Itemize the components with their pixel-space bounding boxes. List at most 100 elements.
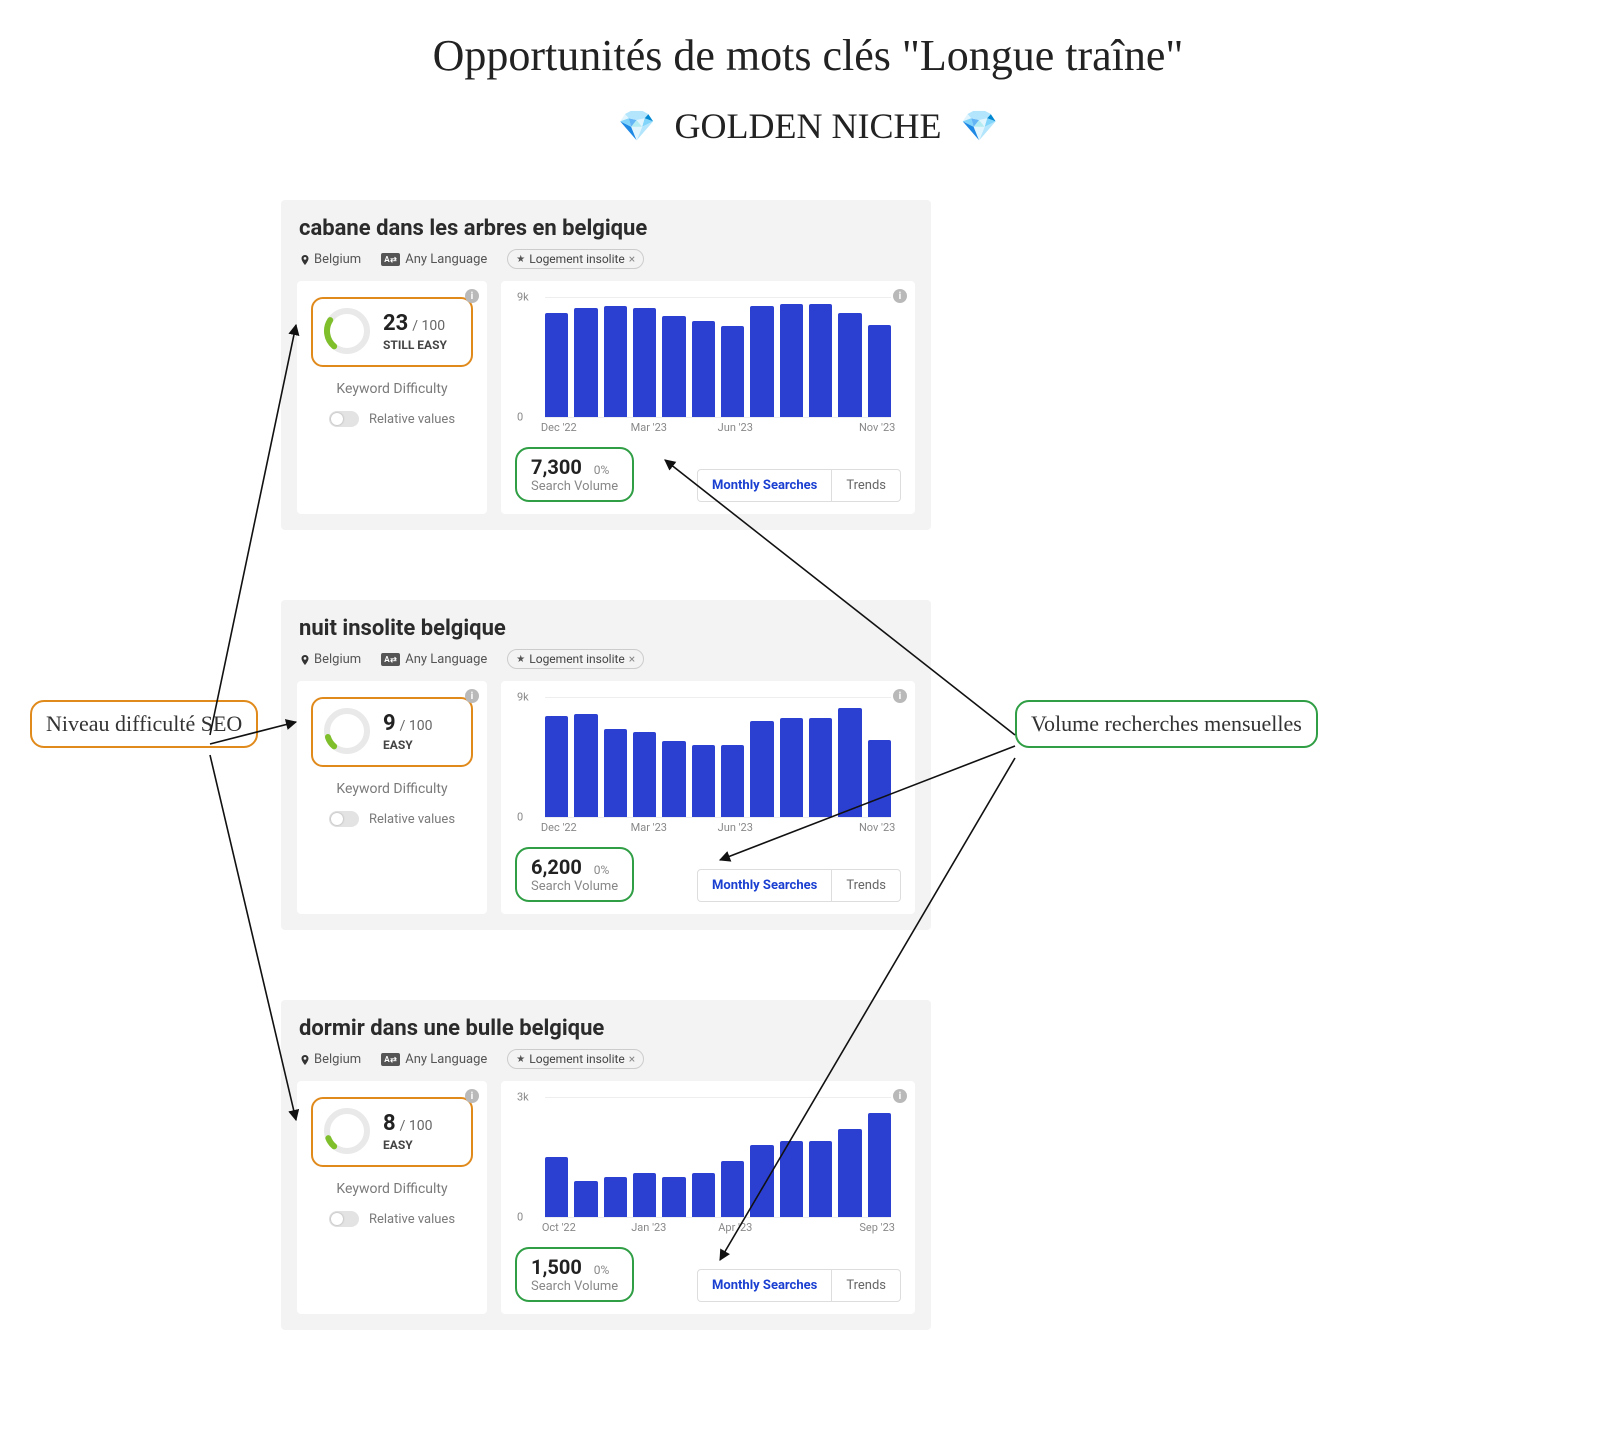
search-volume-change: 0% <box>594 863 610 877</box>
relative-values-label: Relative values <box>369 1212 455 1227</box>
volume-chart: 9k0 <box>545 697 891 817</box>
x-tick: Mar '23 <box>631 821 667 834</box>
chart-bar <box>574 308 597 417</box>
info-icon[interactable]: i <box>465 289 479 303</box>
meta-tag[interactable]: ★ Logement insolite × <box>507 249 644 269</box>
chart-bar <box>633 732 656 817</box>
chart-bar <box>692 1173 715 1217</box>
star-icon: ★ <box>516 654 525 665</box>
difficulty-score: 23 <box>383 311 408 336</box>
chart-bar <box>809 304 832 417</box>
chart-bar <box>662 1177 685 1217</box>
info-icon[interactable]: i <box>893 1089 907 1103</box>
relative-values-toggle[interactable] <box>329 811 359 827</box>
tab-trends[interactable]: Trends <box>831 870 900 901</box>
x-tick: Apr '23 <box>718 1221 752 1234</box>
search-volume-highlight: 1,500 0% Search Volume <box>515 1247 634 1302</box>
x-tick: Oct '22 <box>542 1221 576 1234</box>
chart-bar <box>750 1145 773 1217</box>
pin-icon <box>299 254 309 264</box>
search-volume-change: 0% <box>594 463 610 477</box>
chart-bar <box>633 1173 656 1217</box>
keyword-title: cabane dans les arbres en belgique <box>299 216 915 241</box>
chart-bar <box>574 714 597 817</box>
search-volume-change: 0% <box>594 1263 610 1277</box>
difficulty-denom: / 100 <box>400 718 433 734</box>
relative-values-toggle[interactable] <box>329 1211 359 1227</box>
difficulty-donut-icon <box>323 307 371 355</box>
meta-row: Belgium A⇄ Any Language ★ Logement insol… <box>299 649 915 669</box>
chart-bar <box>809 718 832 817</box>
tab-monthly-searches[interactable]: Monthly Searches <box>698 470 831 501</box>
language-icon: A⇄ <box>381 253 400 266</box>
chart-bar <box>662 316 685 417</box>
search-volume-highlight: 7,300 0% Search Volume <box>515 447 634 502</box>
language-icon: A⇄ <box>381 1053 400 1066</box>
chart-bar <box>780 718 803 817</box>
subtitle-text: GOLDEN NICHE <box>675 106 942 146</box>
relative-values-label: Relative values <box>369 412 455 427</box>
search-volume-label: Search Volume <box>531 1279 618 1294</box>
difficulty-highlight: 8 / 100 EASY <box>311 1097 473 1167</box>
meta-tag[interactable]: ★ Logement insolite × <box>507 649 644 669</box>
info-icon[interactable]: i <box>465 1089 479 1103</box>
difficulty-highlight: 9 / 100 EASY <box>311 697 473 767</box>
relative-values-label: Relative values <box>369 812 455 827</box>
tab-trends[interactable]: Trends <box>831 1270 900 1301</box>
chart-bar <box>545 716 568 817</box>
y-tick: 0 <box>517 811 523 824</box>
meta-location[interactable]: Belgium <box>299 1052 361 1067</box>
difficulty-score: 8 <box>383 1111 396 1136</box>
chart-bar <box>809 1141 832 1217</box>
meta-language[interactable]: A⇄ Any Language <box>381 652 487 667</box>
chart-bar <box>780 304 803 417</box>
meta-tag[interactable]: ★ Logement insolite × <box>507 1049 644 1069</box>
search-volume-label: Search Volume <box>531 479 618 494</box>
meta-location[interactable]: Belgium <box>299 652 361 667</box>
star-icon: ★ <box>516 1054 525 1065</box>
x-tick: Jun '23 <box>718 821 753 834</box>
info-icon[interactable]: i <box>893 689 907 703</box>
language-icon: A⇄ <box>381 653 400 666</box>
keyword-title: dormir dans une bulle belgique <box>299 1016 915 1041</box>
difficulty-card: i 8 / 100 EASY Keyword Difficulty Relati… <box>297 1081 487 1314</box>
chart-bar <box>721 326 744 417</box>
info-icon[interactable]: i <box>465 689 479 703</box>
chart-bar <box>750 721 773 817</box>
chart-bar <box>604 729 627 817</box>
tab-trends[interactable]: Trends <box>831 470 900 501</box>
chart-bar <box>545 1157 568 1217</box>
chart-tabs: Monthly Searches Trends <box>697 869 901 902</box>
relative-values-toggle[interactable] <box>329 411 359 427</box>
meta-language[interactable]: A⇄ Any Language <box>381 252 487 267</box>
search-volume-value: 1,500 <box>531 1255 582 1279</box>
tab-monthly-searches[interactable]: Monthly Searches <box>698 870 831 901</box>
difficulty-donut-icon <box>323 707 371 755</box>
close-icon[interactable]: × <box>629 1052 635 1066</box>
volume-card: i9k0Dec '22Mar '23Jun '23Nov '23 6,200 0… <box>501 681 915 914</box>
chart-bar <box>633 308 656 417</box>
tab-monthly-searches[interactable]: Monthly Searches <box>698 1270 831 1301</box>
close-icon[interactable]: × <box>629 252 635 266</box>
page-subtitle: 💎 GOLDEN NICHE 💎 <box>0 105 1616 147</box>
info-icon[interactable]: i <box>893 289 907 303</box>
chart-bar <box>545 313 568 417</box>
page-title: Opportunités de mots clés "Longue traîne… <box>0 30 1616 81</box>
chart-bar <box>604 1177 627 1217</box>
star-icon: ★ <box>516 254 525 265</box>
difficulty-card: i 9 / 100 EASY Keyword Difficulty Relati… <box>297 681 487 914</box>
volume-card: i3k0Oct '22Jan '23Apr '23Sep '23 1,500 0… <box>501 1081 915 1314</box>
volume-chart: 3k0 <box>545 1097 891 1217</box>
meta-language[interactable]: A⇄ Any Language <box>381 1052 487 1067</box>
gem-icon: 💎 <box>618 109 655 144</box>
pin-icon <box>299 654 309 664</box>
gem-icon: 💎 <box>960 109 997 144</box>
meta-row: Belgium A⇄ Any Language ★ Logement insol… <box>299 1049 915 1069</box>
meta-location[interactable]: Belgium <box>299 252 361 267</box>
y-tick: 9k <box>517 691 529 704</box>
close-icon[interactable]: × <box>629 652 635 666</box>
pin-icon <box>299 1054 309 1064</box>
search-volume-value: 6,200 <box>531 855 582 879</box>
difficulty-label: EASY <box>383 738 432 752</box>
x-tick: Nov '23 <box>859 421 895 434</box>
